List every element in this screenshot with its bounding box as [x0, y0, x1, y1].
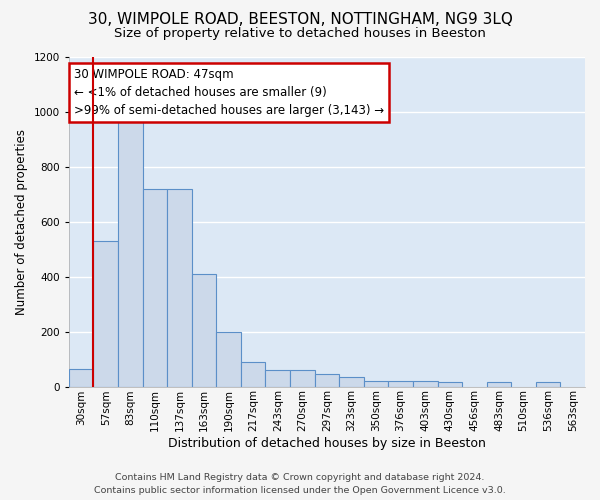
- Bar: [290, 370, 314, 386]
- Bar: [69, 368, 94, 386]
- Bar: [339, 377, 364, 386]
- Bar: [167, 188, 192, 386]
- Bar: [217, 332, 241, 386]
- Bar: [487, 382, 511, 386]
- Text: 30, WIMPOLE ROAD, BEESTON, NOTTINGHAM, NG9 3LQ: 30, WIMPOLE ROAD, BEESTON, NOTTINGHAM, N…: [88, 12, 512, 28]
- Bar: [241, 362, 265, 386]
- Bar: [143, 188, 167, 386]
- Bar: [314, 374, 339, 386]
- Bar: [388, 381, 413, 386]
- Bar: [536, 382, 560, 386]
- Bar: [437, 382, 462, 386]
- Bar: [265, 370, 290, 386]
- Y-axis label: Number of detached properties: Number of detached properties: [15, 128, 28, 314]
- Bar: [413, 381, 437, 386]
- Text: 30 WIMPOLE ROAD: 47sqm
← <1% of detached houses are smaller (9)
>99% of semi-det: 30 WIMPOLE ROAD: 47sqm ← <1% of detached…: [74, 68, 384, 117]
- Bar: [364, 381, 388, 386]
- Text: Size of property relative to detached houses in Beeston: Size of property relative to detached ho…: [114, 28, 486, 40]
- Bar: [118, 112, 143, 386]
- Text: Contains HM Land Registry data © Crown copyright and database right 2024.
Contai: Contains HM Land Registry data © Crown c…: [94, 474, 506, 495]
- Bar: [94, 241, 118, 386]
- Bar: [192, 274, 217, 386]
- X-axis label: Distribution of detached houses by size in Beeston: Distribution of detached houses by size …: [168, 437, 486, 450]
